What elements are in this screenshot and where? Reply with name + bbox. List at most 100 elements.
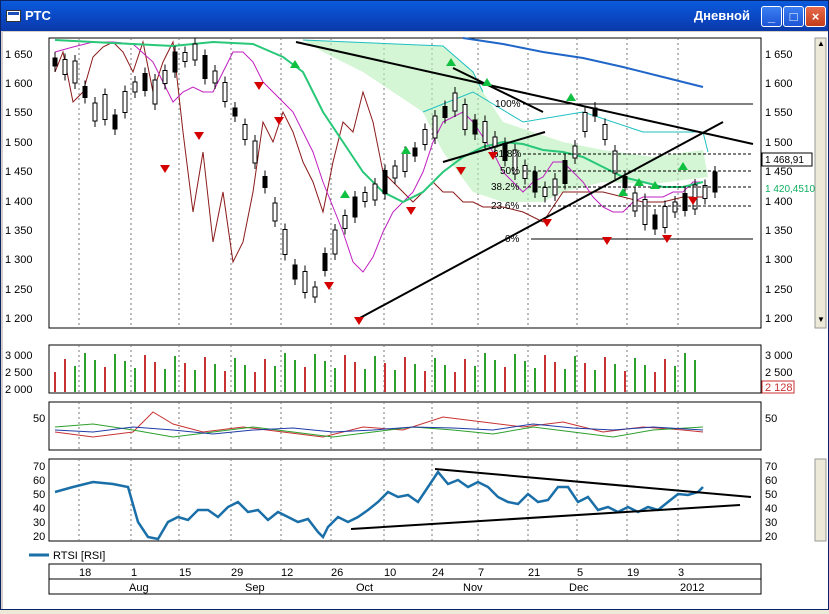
y-tick: 1 650: [5, 49, 33, 61]
down-arrow-icon: [324, 282, 334, 290]
candle-body: [202, 55, 208, 79]
y-tick: 1 400: [5, 196, 33, 208]
oscillator-panel: [48, 401, 762, 451]
rsi-tick: 30: [33, 517, 45, 529]
candle-body: [682, 193, 688, 211]
last-price-label: 1 468,91: [765, 155, 804, 166]
scroll-up-icon[interactable]: ▲: [817, 39, 825, 48]
y-tick: 1 650: [765, 49, 793, 61]
y-tick: 1 450: [765, 166, 793, 178]
candle-body: [132, 81, 138, 93]
candle-body: [512, 149, 518, 175]
signal-arrows: [160, 58, 698, 325]
y-tick: 1 600: [765, 78, 793, 90]
down-arrow-icon: [274, 117, 284, 125]
x-day-label: 24: [432, 567, 444, 579]
close-button[interactable]: ×: [805, 6, 826, 27]
candle-body: [352, 196, 358, 218]
vertical-grid: [78, 38, 679, 541]
price-axis-right: 1 650 1 600 1 550 1 500 1 450 1 400 1 35…: [765, 49, 793, 325]
candle-body: [462, 104, 468, 130]
osc-green-line: [54, 423, 704, 438]
candle-body: [282, 229, 288, 255]
chart-app-icon: [6, 10, 21, 22]
x-axis-labels: 18 1 15 29 12 26 10 24 7 21 5 19 3 Aug S…: [79, 567, 704, 594]
fib-label-0: 0%: [505, 234, 520, 245]
candle-body: [382, 170, 388, 194]
rsi-legend-label: RTSI [RSI]: [53, 550, 105, 562]
fib-label-50: 50%: [500, 166, 520, 177]
candles: [52, 38, 718, 303]
y-tick: 1 450: [5, 166, 33, 178]
down-arrow-icon: [354, 317, 364, 325]
candle-body: [632, 192, 638, 212]
volume-last-label: 2 128: [765, 382, 793, 394]
up-arrow-icon: [290, 60, 300, 68]
volume-tick: 3 000: [765, 350, 793, 362]
fib-label-236: 23.6%: [491, 201, 519, 212]
title-bar[interactable]: РТС Дневной _ □ ×: [1, 1, 828, 31]
candle-body: [442, 106, 448, 118]
resistance-trendline: [295, 41, 754, 145]
candle-body: [332, 229, 338, 255]
x-day-label: 10: [384, 567, 396, 579]
rsi-support-line: [350, 504, 741, 530]
rsi-axis-left: 70 60 50 40 30 20: [33, 461, 45, 543]
minimize-icon: _: [767, 9, 776, 24]
rsi-scrollbar[interactable]: [814, 458, 827, 542]
candle-body: [562, 160, 568, 184]
up-arrow-icon: [401, 146, 411, 154]
candle-body: [92, 102, 98, 122]
candle-body: [522, 165, 528, 179]
price-scrollbar[interactable]: [814, 37, 827, 329]
minimize-button[interactable]: _: [761, 6, 782, 27]
candle-body: [432, 115, 438, 139]
y-tick: 1 300: [765, 254, 793, 266]
y-tick: 1 600: [5, 78, 33, 90]
down-arrow-icon: [456, 167, 466, 175]
x-month-label: Dec: [569, 582, 589, 594]
x-day-label: 1: [131, 567, 137, 579]
x-month-label: Nov: [463, 582, 483, 594]
y-tick: 1 200: [5, 313, 33, 325]
candle-body: [142, 73, 148, 91]
candle-body: [112, 114, 118, 130]
x-day-label: 12: [281, 567, 293, 579]
candle-body: [482, 121, 488, 143]
candle-body: [122, 91, 128, 113]
fib-label-382: 38.2%: [491, 182, 519, 193]
y-tick: 1 400: [765, 196, 793, 208]
x-day-label: 18: [79, 567, 91, 579]
down-arrow-icon: [688, 197, 698, 205]
rsi-tick: 60: [33, 475, 45, 487]
x-month-label: 2012: [680, 582, 704, 594]
rsi-tick: 20: [765, 531, 777, 543]
scroll-down-icon[interactable]: ▼: [817, 315, 825, 324]
down-arrow-icon: [602, 237, 612, 245]
maximize-button[interactable]: □: [783, 6, 804, 27]
maximize-icon: □: [789, 9, 798, 24]
volume-tick: 2 000: [5, 384, 33, 396]
rsi-tick: 50: [33, 489, 45, 501]
down-arrow-icon: [406, 207, 416, 215]
rsi-resistance-line: [434, 468, 752, 498]
x-month-label: Aug: [129, 582, 149, 594]
rsi-panel: [48, 458, 762, 542]
window-title: РТС: [25, 8, 51, 23]
candle-body: [622, 176, 628, 188]
candle-body: [322, 253, 328, 271]
candle-body: [102, 94, 108, 120]
fib-label-100: 100%: [495, 99, 521, 110]
down-arrow-icon: [488, 152, 498, 160]
rsi-tick: 40: [765, 503, 777, 515]
candle-body: [62, 59, 68, 75]
rsi-tick: 20: [33, 531, 45, 543]
price-axis-left: 1 650 1 600 1 550 1 500 1 450 1 400 1 35…: [5, 49, 33, 325]
candle-body: [712, 171, 718, 193]
candle-body: [82, 86, 88, 98]
osc-tick: 50: [765, 413, 777, 425]
candle-body: [542, 187, 548, 197]
candle-body: [292, 264, 298, 280]
rsi-tick: 70: [33, 461, 45, 473]
